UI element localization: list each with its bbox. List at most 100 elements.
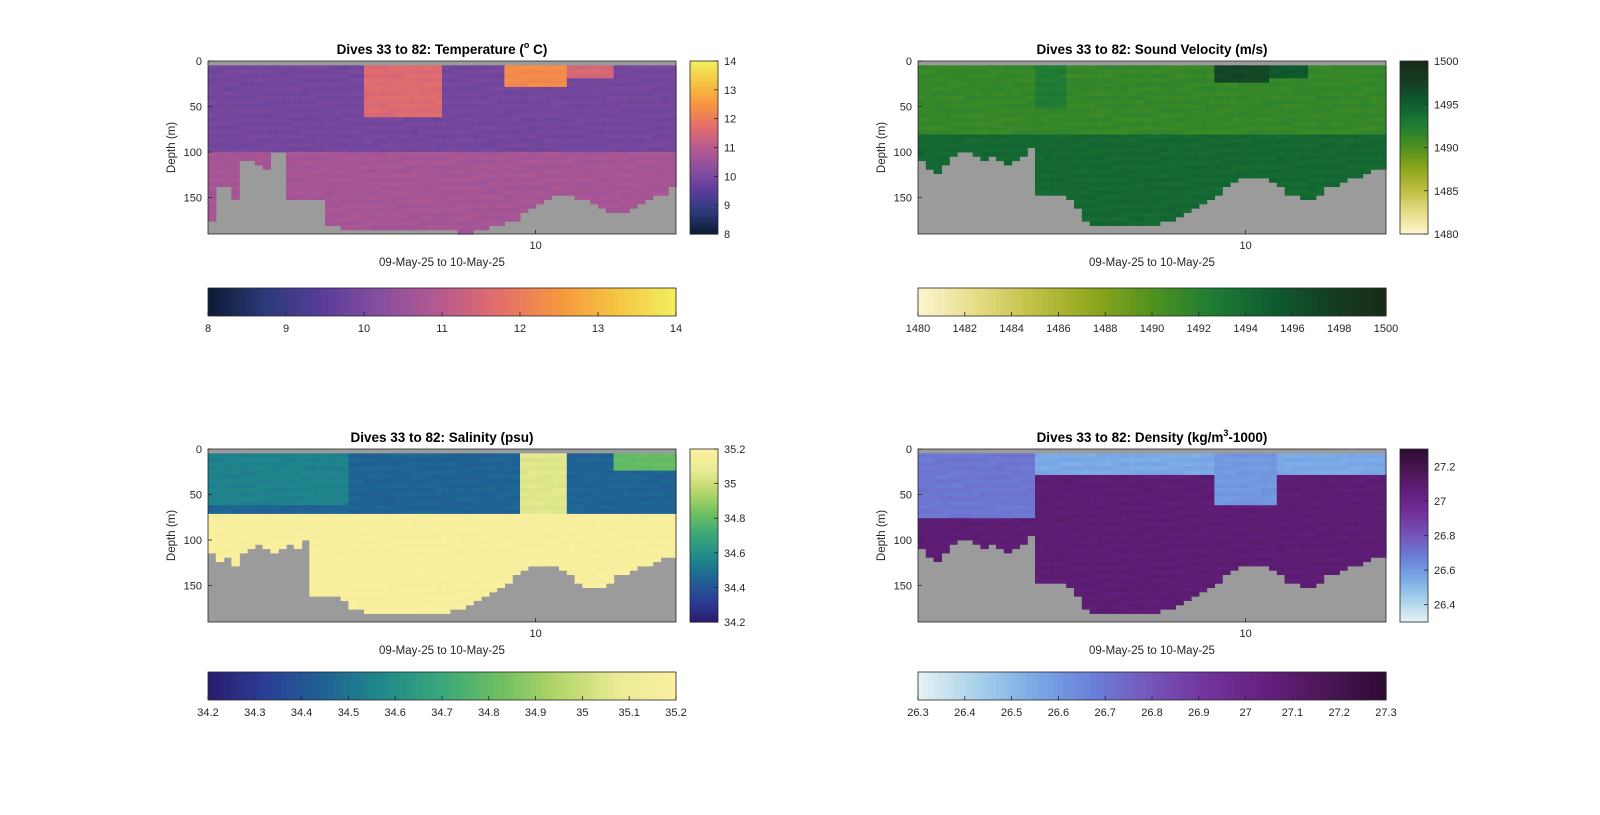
- heatmap-cell: [387, 208, 396, 213]
- heatmap-cell: [387, 173, 396, 179]
- heatmap-cell: [988, 95, 997, 101]
- heatmap-cell: [325, 216, 334, 222]
- heatmap-cell: [1362, 164, 1371, 170]
- heatmap-cell: [309, 134, 318, 140]
- heatmap-cell: [520, 190, 529, 196]
- heatmap-cell: [652, 186, 661, 192]
- heatmap-cell: [208, 147, 217, 153]
- heatmap-cell: [247, 82, 256, 88]
- heatmap-cell: [1276, 117, 1286, 123]
- heatmap-cell: [988, 91, 997, 97]
- heatmap-cell: [340, 565, 349, 571]
- heatmap-cell: [1113, 108, 1122, 114]
- heatmap-cell: [325, 208, 334, 213]
- heatmap-cell: [1276, 160, 1286, 166]
- heatmap-cell: [270, 78, 279, 84]
- heatmap-cell: [403, 138, 412, 144]
- heatmap-cell: [496, 121, 505, 127]
- heatmap-cell: [223, 470, 232, 476]
- heatmap-cell: [621, 169, 630, 175]
- colorbar-segment: [1400, 89, 1428, 94]
- heatmap-cell: [418, 147, 427, 153]
- heatmap-cell: [527, 147, 537, 153]
- colorbar-segment: [690, 153, 718, 157]
- heatmap-cell: [605, 117, 615, 123]
- heatmap-cell: [520, 130, 529, 136]
- heatmap-cell: [598, 65, 607, 71]
- heatmap-cell: [247, 518, 256, 524]
- heatmap-cell: [488, 156, 498, 162]
- heatmap-cell: [1331, 78, 1340, 84]
- heatmap-cell: [1081, 143, 1091, 149]
- heatmap-cell: [1081, 69, 1091, 75]
- heatmap-cell: [1159, 143, 1169, 149]
- heatmap-cell: [1347, 143, 1356, 149]
- heatmap-cell: [410, 561, 420, 567]
- heatmap-cell: [613, 186, 622, 192]
- heatmap-cell: [395, 69, 404, 75]
- heatmap-cell: [465, 203, 474, 209]
- heatmap-cell: [293, 108, 303, 114]
- heatmap-cell: [371, 518, 381, 524]
- heatmap-cell: [1003, 160, 1013, 166]
- heatmap-cell: [348, 164, 357, 170]
- heatmap-cell: [215, 130, 225, 136]
- heatmap-cell: [1120, 164, 1130, 170]
- heatmap-cell: [239, 73, 248, 79]
- colorbar-segment: [338, 288, 344, 316]
- heatmap-cell: [605, 104, 615, 110]
- heatmap-cell: [660, 164, 669, 170]
- heatmap-cell: [652, 99, 661, 105]
- heatmap-cell: [215, 487, 225, 493]
- heatmap-cell: [270, 457, 279, 463]
- heatmap-cell: [644, 99, 654, 105]
- heatmap-cell: [566, 125, 576, 131]
- heatmap-cell: [1237, 78, 1247, 84]
- colorbar-segment: [1400, 167, 1428, 172]
- heatmap-cell: [1378, 160, 1387, 166]
- heatmap-cell: [1269, 134, 1278, 140]
- heatmap-cell: [621, 199, 630, 205]
- heatmap-cell: [1159, 138, 1169, 144]
- heatmap-cell: [410, 487, 420, 493]
- heatmap-cell: [364, 125, 373, 131]
- heatmap-cell: [1331, 108, 1340, 114]
- heatmap-cell: [332, 457, 342, 463]
- heatmap-cell: [1230, 112, 1239, 118]
- heatmap-cell: [348, 496, 357, 502]
- heatmap-cell: [598, 134, 607, 140]
- colorbar-segment: [690, 222, 718, 226]
- colorbar-segment: [964, 288, 971, 316]
- heatmap-cell: [1269, 82, 1278, 88]
- heatmap-cell: [520, 112, 529, 118]
- heatmap-cell: [543, 95, 552, 101]
- heatmap-cell: [512, 125, 521, 131]
- heatmap-cell: [379, 578, 388, 584]
- heatmap-cell: [1089, 69, 1098, 75]
- heatmap-cell: [1347, 73, 1356, 79]
- heatmap-cell: [543, 78, 552, 84]
- heatmap-cell: [371, 65, 381, 71]
- heatmap-cell: [317, 164, 326, 170]
- heatmap-cell: [371, 195, 381, 200]
- heatmap-cell: [481, 195, 490, 200]
- heatmap-cell: [301, 457, 310, 463]
- colorbar-segment: [690, 170, 718, 175]
- heatmap-cell: [1206, 86, 1215, 92]
- heatmap-cell: [371, 134, 381, 140]
- heatmap-cell: [270, 453, 279, 459]
- heatmap-cell: [379, 461, 388, 467]
- colorbar-segment: [1400, 66, 1428, 71]
- heatmap-cell: [442, 108, 451, 114]
- heatmap-cell: [1120, 156, 1130, 162]
- heatmap-cell: [972, 73, 981, 79]
- heatmap-cell: [286, 500, 295, 506]
- heatmap-cell: [1152, 169, 1161, 175]
- heatmap-cell: [1370, 130, 1379, 136]
- heatmap-cell: [1011, 78, 1020, 84]
- heatmap-cell: [1128, 104, 1137, 110]
- heatmap-cell: [1354, 91, 1364, 97]
- heatmap-cell: [418, 156, 427, 162]
- heatmap-cell: [286, 513, 295, 519]
- heatmap-cell: [208, 531, 217, 537]
